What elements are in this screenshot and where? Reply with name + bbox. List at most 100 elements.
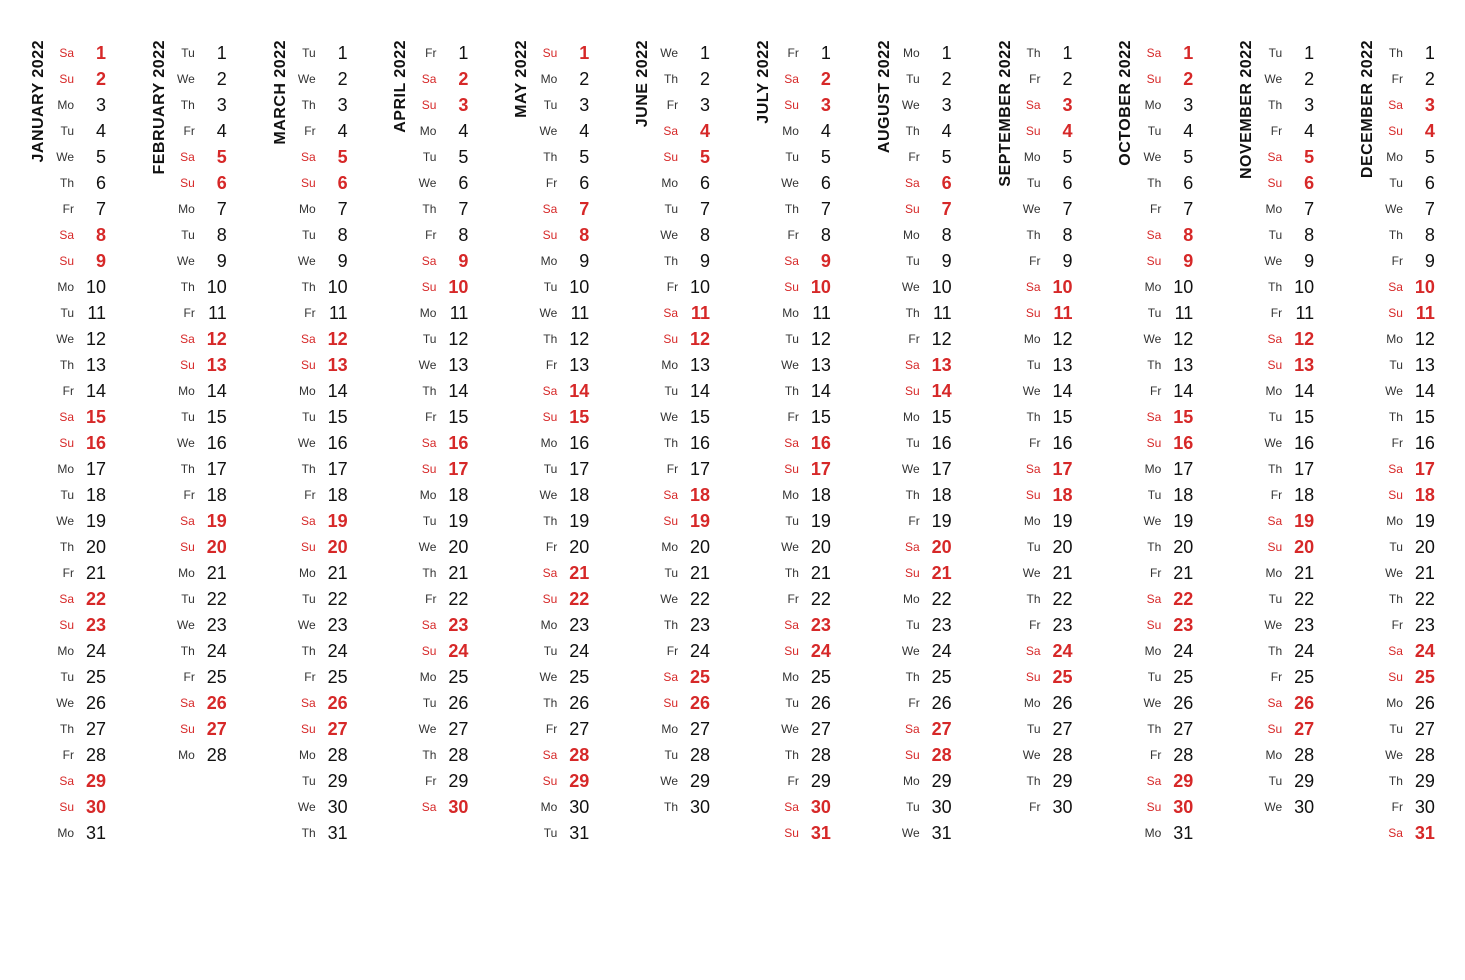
weekday-abbrev: We: [175, 248, 199, 274]
day-number: 11: [1407, 300, 1435, 326]
day-number: 8: [440, 222, 468, 248]
day-row: Tu14: [658, 378, 710, 404]
day-number: 28: [682, 742, 710, 768]
day-number: 23: [320, 612, 348, 638]
day-number: 24: [1165, 638, 1193, 664]
day-number: 24: [78, 638, 106, 664]
weekday-abbrev: We: [1141, 144, 1165, 170]
day-number: 3: [78, 92, 106, 118]
weekday-abbrev: Mo: [54, 274, 78, 300]
weekday-abbrev: Tu: [296, 586, 320, 612]
day-row: Su6: [175, 170, 227, 196]
day-number: 28: [440, 742, 468, 768]
day-number: 31: [561, 820, 589, 846]
day-number: 10: [78, 274, 106, 300]
weekday-abbrev: Mo: [54, 92, 78, 118]
weekday-abbrev: Th: [779, 560, 803, 586]
day-number: 27: [440, 716, 468, 742]
day-row: Su25: [1383, 664, 1435, 690]
day-row: Fr1: [416, 40, 468, 66]
day-row: Su6: [1262, 170, 1314, 196]
day-row: Mo26: [1383, 690, 1435, 716]
day-number: 26: [1407, 690, 1435, 716]
day-row: Tu13: [1021, 352, 1073, 378]
day-row: Tu5: [416, 144, 468, 170]
weekday-abbrev: Mo: [1021, 508, 1045, 534]
weekday-abbrev: Tu: [296, 768, 320, 794]
weekday-abbrev: Sa: [416, 430, 440, 456]
day-number: 27: [803, 716, 831, 742]
day-number: 17: [320, 456, 348, 482]
weekday-abbrev: Tu: [900, 794, 924, 820]
day-row: Tu2: [900, 66, 952, 92]
weekday-abbrev: Tu: [1383, 170, 1407, 196]
day-number: 4: [561, 118, 589, 144]
day-number: 12: [682, 326, 710, 352]
day-row: Su22: [537, 586, 589, 612]
day-number: 4: [803, 118, 831, 144]
day-number: 9: [1045, 248, 1073, 274]
weekday-abbrev: Tu: [1383, 716, 1407, 742]
day-number: 3: [1286, 92, 1314, 118]
day-number: 28: [199, 742, 227, 768]
weekday-abbrev: Sa: [1021, 92, 1045, 118]
day-row: We9: [1262, 248, 1314, 274]
day-row: Su3: [416, 92, 468, 118]
weekday-abbrev: We: [1141, 326, 1165, 352]
day-number: 10: [440, 274, 468, 300]
weekday-abbrev: Mo: [900, 404, 924, 430]
weekday-abbrev: Fr: [1383, 612, 1407, 638]
weekday-abbrev: Mo: [54, 456, 78, 482]
month-label: JULY 2022: [755, 40, 773, 126]
weekday-abbrev: Su: [1141, 430, 1165, 456]
day-number: 18: [78, 482, 106, 508]
day-row: We23: [175, 612, 227, 638]
day-row: Mo19: [1021, 508, 1073, 534]
day-number: 9: [561, 248, 589, 274]
weekday-abbrev: Mo: [537, 248, 561, 274]
day-row: Sa3: [1021, 92, 1073, 118]
weekday-abbrev: Th: [1021, 40, 1045, 66]
day-number: 27: [924, 716, 952, 742]
day-row: Su8: [537, 222, 589, 248]
month-column: SEPTEMBER 2022Th1Fr2Sa3Su4Mo5Tu6We7Th8Fr…: [997, 40, 1073, 846]
weekday-abbrev: Sa: [416, 612, 440, 638]
day-number: 14: [1286, 378, 1314, 404]
weekday-abbrev: We: [900, 638, 924, 664]
weekday-abbrev: Fr: [416, 222, 440, 248]
weekday-abbrev: Mo: [1141, 638, 1165, 664]
weekday-abbrev: Tu: [779, 326, 803, 352]
weekday-abbrev: Sa: [296, 508, 320, 534]
weekday-abbrev: Su: [537, 404, 561, 430]
day-number: 23: [1286, 612, 1314, 638]
day-row: We7: [1021, 196, 1073, 222]
day-row: Tu31: [537, 820, 589, 846]
weekday-abbrev: Fr: [658, 456, 682, 482]
weekday-abbrev: Sa: [1383, 456, 1407, 482]
weekday-abbrev: Fr: [416, 586, 440, 612]
day-number: 13: [803, 352, 831, 378]
weekday-abbrev: Fr: [416, 40, 440, 66]
day-number: 29: [682, 768, 710, 794]
day-row: Th22: [1021, 586, 1073, 612]
weekday-abbrev: Su: [1383, 664, 1407, 690]
day-row: Tu9: [900, 248, 952, 274]
day-row: Th10: [296, 274, 348, 300]
day-number: 21: [924, 560, 952, 586]
weekday-abbrev: We: [1021, 196, 1045, 222]
day-number: 17: [1407, 456, 1435, 482]
day-number: 26: [803, 690, 831, 716]
weekday-abbrev: Tu: [54, 300, 78, 326]
day-row: Su17: [416, 456, 468, 482]
day-number: 27: [320, 716, 348, 742]
weekday-abbrev: Mo: [1383, 690, 1407, 716]
day-number: 17: [924, 456, 952, 482]
day-row: Tu18: [1141, 482, 1193, 508]
day-row: Mo21: [1262, 560, 1314, 586]
day-row: Fr2: [1383, 66, 1435, 92]
day-row: Tu17: [537, 456, 589, 482]
day-number: 5: [78, 144, 106, 170]
day-number: 26: [440, 690, 468, 716]
weekday-abbrev: Sa: [1383, 274, 1407, 300]
weekday-abbrev: Tu: [658, 378, 682, 404]
